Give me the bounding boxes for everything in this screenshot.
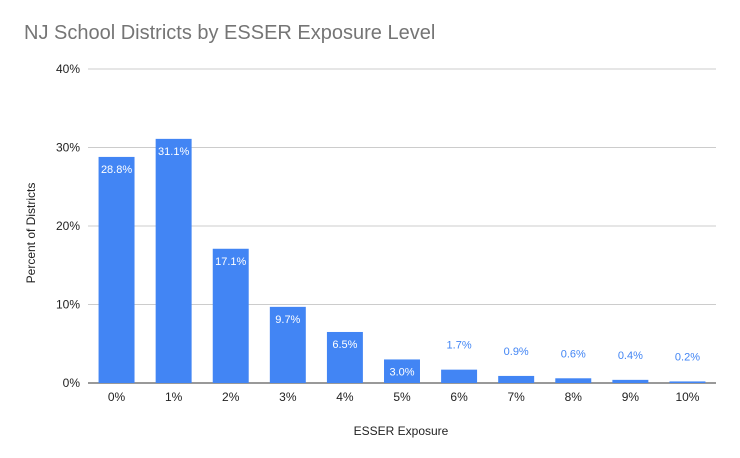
- bar: [384, 359, 420, 383]
- bar: [441, 369, 478, 383]
- y-tick-label: 40%: [56, 62, 80, 76]
- data-label: 0.2%: [675, 351, 700, 363]
- x-tick-label: 4%: [336, 390, 354, 404]
- bars: [98, 138, 706, 383]
- x-tick-label: 6%: [450, 390, 468, 404]
- x-tick-label: 8%: [565, 390, 583, 404]
- bar: [669, 381, 706, 383]
- data-label: 0.9%: [504, 346, 529, 358]
- x-tick-label: 5%: [393, 390, 411, 404]
- bar: [612, 379, 649, 383]
- bar: [555, 378, 592, 383]
- data-label: 31.1%: [158, 146, 189, 158]
- y-axis-ticks: 0% 10% 20% 30% 40%: [56, 62, 80, 390]
- bar: [212, 248, 249, 383]
- x-tick-label: 0%: [108, 390, 126, 404]
- data-label: 6.5%: [332, 339, 357, 351]
- data-label: 3.0%: [389, 366, 414, 378]
- x-tick-label: 10%: [675, 390, 699, 404]
- data-label: 9.7%: [275, 314, 300, 326]
- chart-title: NJ School Districts by ESSER Exposure Le…: [24, 22, 436, 44]
- x-tick-label: 1%: [165, 390, 183, 404]
- bar: [498, 375, 535, 383]
- x-axis-ticks: 0% 1% 2% 3% 4% 5% 6% 7% 8% 9% 10%: [108, 390, 700, 404]
- bar: [155, 138, 192, 383]
- y-tick-label: 0%: [63, 376, 81, 390]
- y-axis-label: Percent of Districts: [24, 183, 38, 284]
- data-label: 0.6%: [561, 348, 586, 360]
- y-tick-label: 20%: [56, 219, 80, 233]
- data-labels: 28.8% 31.1% 17.1% 9.7% 6.5% 3.0% 1.7% 0.9% 0.6% 0…: [101, 146, 700, 379]
- x-tick-label: 3%: [279, 390, 297, 404]
- y-tick-label: 10%: [56, 298, 80, 312]
- x-axis-label: ESSER Exposure: [354, 424, 449, 438]
- bar: [98, 156, 135, 383]
- bar: [269, 306, 306, 383]
- data-label: 28.8%: [101, 164, 132, 176]
- x-tick-label: 2%: [222, 390, 240, 404]
- x-tick-label: 7%: [508, 390, 526, 404]
- x-tick-label: 9%: [622, 390, 640, 404]
- data-label: 0.4%: [618, 350, 643, 362]
- bar: [326, 331, 363, 383]
- y-tick-label: 30%: [56, 141, 80, 155]
- data-label: 1.7%: [447, 340, 472, 352]
- data-label: 17.1%: [215, 256, 246, 268]
